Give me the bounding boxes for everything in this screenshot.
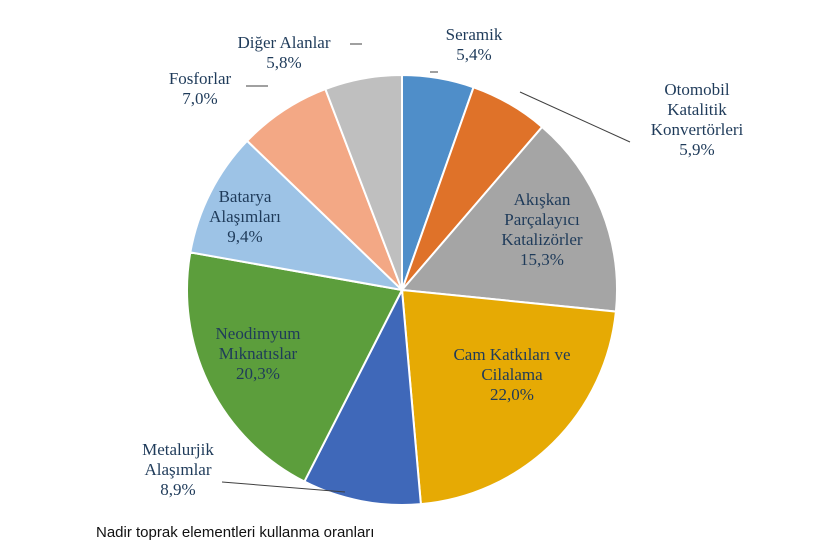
- slice-name: Konvertörleri: [651, 120, 744, 139]
- slice-name: Diğer Alanlar: [238, 33, 331, 52]
- label-seramik: Seramik 5,4%: [446, 25, 503, 64]
- label-batarya-alasimlari: Batarya Alaşımları 9,4%: [209, 187, 281, 246]
- slice-value: 15,3%: [520, 250, 564, 269]
- slice-labels: Seramik 5,4% Otomobil Katalitik Konvertörler…: [142, 25, 743, 499]
- slice-value: 5,8%: [266, 53, 301, 72]
- slice-name: Batarya: [219, 187, 272, 206]
- slice-value: 22,0%: [490, 385, 534, 404]
- slice-name: Alaşımlar: [144, 460, 211, 479]
- slice-name: Neodimyum: [216, 324, 301, 343]
- slice-name: Katalizörler: [501, 230, 583, 249]
- slice-akiskan-parcalayici-katalizorler: [399, 125, 618, 313]
- slice-name: Katalitik: [667, 100, 727, 119]
- slice-batarya-alasimlari: [189, 139, 406, 292]
- label-metalurjik-alasimlar: Metalurjik Alaşımlar 8,9%: [142, 440, 214, 499]
- slice-name: Fosforlar: [169, 69, 232, 88]
- slice-metalurjik-alasimlar: [303, 286, 422, 506]
- slice-value: 8,9%: [160, 480, 195, 499]
- slice-name: Mıknatıslar: [219, 344, 298, 363]
- label-fosforlar: Fosforlar 7,0%: [169, 69, 232, 108]
- slice-cam-katkilari-ve-cilalama: [400, 288, 618, 506]
- label-cam-katkilari-ve-cilalama: Cam Katkıları ve Cilalama 22,0%: [453, 345, 570, 404]
- label-otomobil-katalitik-konvertorleri: Otomobil Katalitik Konvertörleri 5,9%: [651, 80, 744, 159]
- label-neodimyum-miknatislar: Neodimyum Mıknatıslar 20,3%: [216, 324, 301, 383]
- slice-value: 5,4%: [456, 45, 491, 64]
- slice-name: Parçalayıcı: [504, 210, 580, 229]
- pie-slices: [186, 73, 618, 506]
- label-akiskan-parcalayici-katalizorler: Akışkan Parçalayıcı Katalizörler 15,3%: [501, 190, 583, 269]
- label-diger-alanlar: Diğer Alanlar 5,8%: [238, 33, 331, 72]
- slice-value: 7,0%: [182, 89, 217, 108]
- chart-caption: Nadir toprak elementleri kullanma oranla…: [96, 524, 375, 541]
- slice-name: Seramik: [446, 25, 503, 44]
- slice-name: Akışkan: [514, 190, 571, 209]
- slice-name: Cam Katkıları ve: [453, 345, 570, 364]
- slice-neodimyum-miknatislar: [186, 251, 404, 483]
- leader-metalurjik-alasimlar: [221, 481, 346, 493]
- slice-value: 5,9%: [679, 140, 714, 159]
- slice-value: 20,3%: [236, 364, 280, 383]
- slice-diger-alanlar: [324, 73, 403, 291]
- slice-name: Alaşımları: [209, 207, 281, 226]
- leader-otomobil-katalitik-konvertorleri: [519, 91, 631, 143]
- slice-name: Metalurjik: [142, 440, 214, 459]
- slice-value: 9,4%: [227, 227, 262, 246]
- slice-name: Otomobil: [664, 80, 729, 99]
- slice-name: Cilalama: [481, 365, 543, 384]
- leader-lines: [221, 43, 631, 493]
